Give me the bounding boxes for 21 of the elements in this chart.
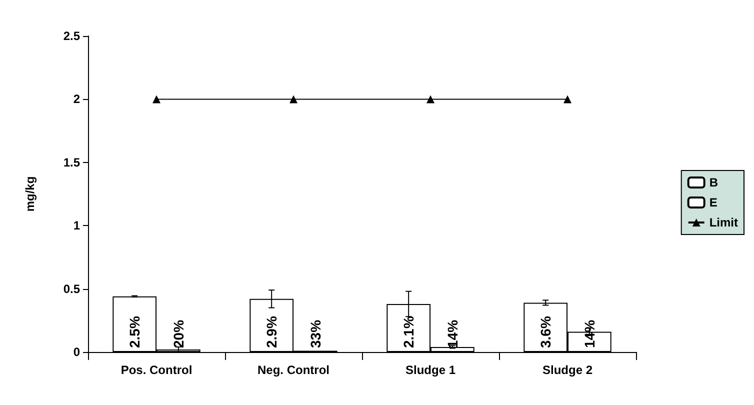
annotation: 2.5% xyxy=(126,316,143,348)
y-tick-label: 1 xyxy=(73,218,80,233)
x-tick-label: Pos. Control xyxy=(120,363,192,377)
x-tick-label: Sludge 1 xyxy=(405,363,456,377)
y-axis-title: mg/kg xyxy=(23,176,37,212)
y-tick-label: 2 xyxy=(73,92,80,106)
x-tick-label: Sludge 2 xyxy=(542,363,593,377)
y-tick-label: 0.5 xyxy=(63,282,80,296)
annotation: 14% xyxy=(444,319,460,348)
y-tick-label: 2.5 xyxy=(63,29,80,43)
annotation: 3.6% xyxy=(538,316,554,348)
annotation: 33% xyxy=(307,319,324,348)
annotation: 2.1% xyxy=(400,316,417,348)
legend-label: E xyxy=(709,196,718,210)
legend-label: Limit xyxy=(709,216,738,230)
annotation: 2.9% xyxy=(264,316,280,348)
y-tick-label: 0 xyxy=(73,345,80,359)
y-tick-label: 1.5 xyxy=(63,155,80,170)
x-tick-label: Neg. Control xyxy=(258,363,330,377)
legend-label: B xyxy=(709,176,718,190)
annotation: 20% xyxy=(170,319,186,348)
